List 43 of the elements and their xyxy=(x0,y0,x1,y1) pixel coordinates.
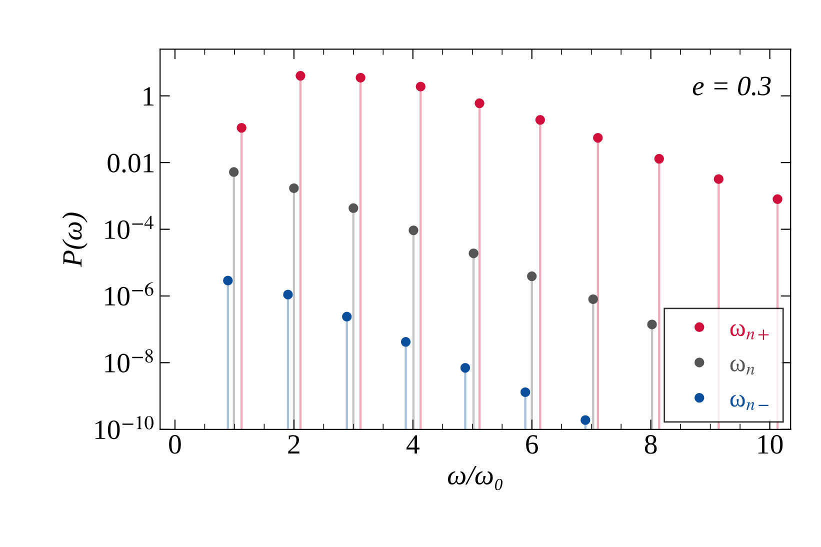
point xyxy=(520,387,530,398)
x-tick-label: 2 xyxy=(288,435,300,454)
point xyxy=(342,312,352,322)
point xyxy=(647,320,657,330)
y-tick-label: 0.01 xyxy=(108,154,154,173)
point xyxy=(593,133,603,143)
x-tick-label: 4 xyxy=(406,435,420,454)
x-tick-label: 8 xyxy=(644,435,657,454)
x-tick-label: 0 xyxy=(169,435,181,454)
point xyxy=(223,276,233,286)
legend-label: ω$_{n+}$ xyxy=(730,324,769,340)
x-tick-label: 6 xyxy=(526,435,538,454)
point xyxy=(283,290,293,300)
legend-label: ω$_{n}$ xyxy=(730,359,755,375)
point xyxy=(654,154,664,164)
y-tick-label: 10$^{−10}$ xyxy=(95,416,154,440)
y-tick-label: 10$^{−8}$ xyxy=(105,349,153,372)
x-axis-title: ω/ω₀ xyxy=(448,466,502,490)
point xyxy=(356,72,366,83)
point xyxy=(460,362,470,373)
point xyxy=(236,122,246,133)
point xyxy=(468,248,478,258)
point xyxy=(714,174,724,184)
point xyxy=(527,271,537,282)
point xyxy=(588,294,598,304)
point xyxy=(348,203,358,214)
annotation: e = 0.3 xyxy=(692,76,771,96)
point xyxy=(296,70,306,81)
legend-label: ω$_{n−}$ xyxy=(730,394,768,410)
point xyxy=(772,194,782,204)
point xyxy=(289,183,299,194)
point xyxy=(535,115,546,125)
point xyxy=(474,98,484,108)
x-tick-label: 10 xyxy=(758,435,783,454)
y-axis-title: P(ω) xyxy=(62,212,88,267)
point xyxy=(580,415,590,425)
point xyxy=(228,167,239,177)
y-tick-label: 10$^{−4}$ xyxy=(105,216,154,240)
point xyxy=(408,225,418,236)
point xyxy=(400,337,411,347)
y-tick-label: 10$^{−6}$ xyxy=(105,282,154,306)
point xyxy=(416,82,426,92)
y-tick-label: 1 xyxy=(144,87,154,106)
